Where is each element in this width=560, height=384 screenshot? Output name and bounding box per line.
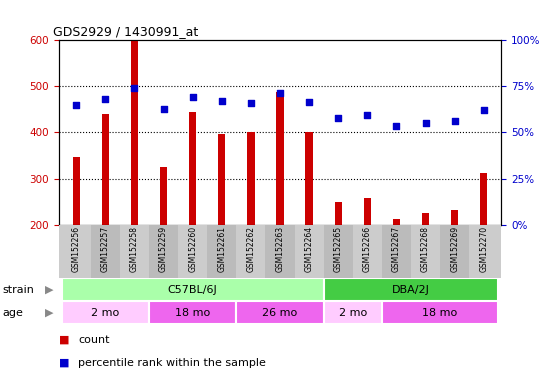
Bar: [178, 225, 207, 278]
Point: [72, 102, 81, 108]
Text: DBA/2J: DBA/2J: [392, 285, 430, 295]
Bar: [393, 219, 400, 225]
Bar: [102, 114, 109, 225]
Point: [276, 90, 284, 96]
Bar: [189, 112, 197, 225]
Text: GSM152257: GSM152257: [101, 226, 110, 272]
Point: [421, 120, 430, 126]
Bar: [353, 225, 382, 278]
Point: [246, 99, 255, 106]
Bar: [149, 301, 236, 324]
Point: [479, 107, 488, 113]
Text: GSM152258: GSM152258: [130, 226, 139, 272]
Bar: [422, 213, 429, 225]
Point: [130, 85, 139, 91]
Bar: [73, 157, 80, 225]
Text: 18 mo: 18 mo: [175, 308, 211, 318]
Text: C57BL/6J: C57BL/6J: [168, 285, 217, 295]
Bar: [149, 225, 178, 278]
Bar: [305, 132, 312, 225]
Point: [159, 106, 168, 112]
Bar: [265, 225, 295, 278]
Text: 26 mo: 26 mo: [263, 308, 297, 318]
Bar: [324, 225, 353, 278]
Text: 18 mo: 18 mo: [422, 308, 458, 318]
Text: GSM152256: GSM152256: [72, 226, 81, 272]
Bar: [62, 278, 324, 301]
Text: GSM152261: GSM152261: [217, 226, 226, 272]
Point: [101, 96, 110, 103]
Bar: [131, 40, 138, 225]
Bar: [469, 225, 498, 278]
Text: ▶: ▶: [45, 285, 53, 295]
Bar: [382, 301, 498, 324]
Bar: [218, 134, 226, 225]
Bar: [324, 278, 498, 301]
Text: GSM152265: GSM152265: [334, 226, 343, 272]
Point: [334, 115, 343, 121]
Text: percentile rank within the sample: percentile rank within the sample: [78, 358, 266, 368]
Text: GSM152263: GSM152263: [276, 226, 284, 272]
Point: [305, 99, 314, 105]
Bar: [277, 93, 283, 225]
Text: ■: ■: [59, 335, 69, 345]
Bar: [236, 301, 324, 324]
Bar: [91, 225, 120, 278]
Text: 2 mo: 2 mo: [339, 308, 367, 318]
Bar: [411, 225, 440, 278]
Text: GSM152262: GSM152262: [246, 226, 255, 272]
Text: ▶: ▶: [45, 308, 53, 318]
Text: 2 mo: 2 mo: [91, 308, 119, 318]
Bar: [62, 225, 91, 278]
Bar: [295, 225, 324, 278]
Bar: [160, 167, 167, 225]
Text: GSM152264: GSM152264: [305, 226, 314, 272]
Point: [363, 113, 372, 119]
Text: GSM152267: GSM152267: [392, 226, 401, 272]
Text: age: age: [3, 308, 24, 318]
Point: [188, 94, 197, 101]
Bar: [451, 210, 458, 225]
Text: GSM152259: GSM152259: [159, 226, 168, 272]
Bar: [440, 225, 469, 278]
Bar: [248, 132, 255, 225]
Bar: [324, 301, 382, 324]
Bar: [120, 225, 149, 278]
Bar: [236, 225, 265, 278]
Text: ■: ■: [59, 358, 69, 368]
Point: [392, 122, 401, 129]
Bar: [382, 225, 411, 278]
Point: [217, 98, 226, 104]
Bar: [62, 301, 149, 324]
Text: GSM152269: GSM152269: [450, 226, 459, 272]
Text: GDS2929 / 1430991_at: GDS2929 / 1430991_at: [53, 25, 198, 38]
Text: GSM152266: GSM152266: [363, 226, 372, 272]
Text: GSM152260: GSM152260: [188, 226, 197, 272]
Text: count: count: [78, 335, 110, 345]
Point: [450, 118, 459, 124]
Text: GSM152268: GSM152268: [421, 226, 430, 272]
Bar: [334, 202, 342, 225]
Bar: [480, 174, 487, 225]
Bar: [207, 225, 236, 278]
Bar: [363, 199, 371, 225]
Text: strain: strain: [3, 285, 35, 295]
Text: GSM152270: GSM152270: [479, 226, 488, 272]
